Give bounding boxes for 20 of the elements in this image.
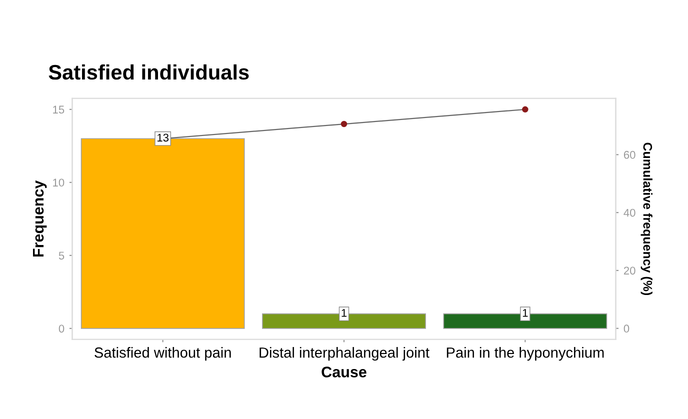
y-tick-label: 10 [53, 178, 64, 187]
x-tick-label: Distal interphalangeal joint [260, 347, 430, 361]
x-axis-title: Cause [322, 366, 366, 378]
y2-axis-title: Cumulative frequency (%) [640, 142, 652, 296]
y-tick-label: 5 [58, 252, 64, 260]
x-tick-label: Pain in the hyponychium [446, 347, 604, 361]
y-axis-title: Frequency [33, 180, 47, 257]
point [340, 120, 348, 128]
data-label: 1 [522, 309, 528, 317]
y-tick-label: 15 [53, 106, 64, 114]
y2-tick-label: 0 [624, 324, 630, 333]
point [522, 106, 528, 113]
y2-tick-label: 60 [624, 150, 636, 159]
chart-title: Satisfied individuals [48, 64, 249, 80]
x-tick-label: Satisfied without pain [94, 347, 231, 361]
y-tick-label: 0 [58, 324, 64, 333]
y2-tick-label: 20 [624, 266, 636, 275]
data-label: 1 [342, 309, 347, 317]
data-label: 13 [157, 134, 169, 142]
y2-tick-label: 40 [624, 208, 636, 217]
